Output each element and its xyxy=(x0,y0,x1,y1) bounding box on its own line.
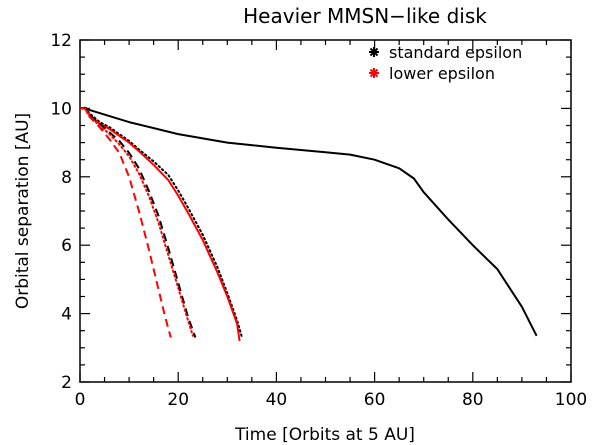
x-tick-label: 100 xyxy=(555,390,587,410)
y-axis-label: Orbital separation [AU] xyxy=(13,113,33,309)
y-tick-label: 2 xyxy=(61,373,72,393)
axis-ticks xyxy=(79,39,572,383)
series-line-1 xyxy=(79,107,243,339)
series-line-2 xyxy=(80,107,241,342)
series-line-5 xyxy=(80,107,172,338)
x-tick-labels: 0 20 40 60 80 100 xyxy=(75,390,588,410)
y-tick-label: 4 xyxy=(61,305,72,325)
y-tick-label: 12 xyxy=(50,31,72,51)
x-tick-label: 20 xyxy=(167,390,189,410)
plot-area xyxy=(79,39,572,383)
legend-label-1: lower epsilon xyxy=(389,64,495,83)
y-tick-label: 8 xyxy=(61,168,72,188)
y-tick-label: 10 xyxy=(50,99,72,119)
x-tick-label: 40 xyxy=(266,390,288,410)
x-tick-label: 60 xyxy=(364,390,386,410)
series-layer xyxy=(79,106,538,342)
x-tick-label: 0 xyxy=(75,390,86,410)
legend: standard epsilon lower epsilon xyxy=(369,43,522,83)
series-line-4 xyxy=(79,107,194,337)
x-axis-label: Time [Orbits at 5 AU] xyxy=(234,425,415,445)
chart-title: Heavier MMSN−like disk xyxy=(243,4,487,28)
legend-marker-1 xyxy=(369,68,379,78)
x-tick-label: 80 xyxy=(462,390,484,410)
series-line-0 xyxy=(79,106,538,337)
y-tick-label: 6 xyxy=(61,236,72,256)
legend-marker-0 xyxy=(369,47,379,57)
series-line-3 xyxy=(80,107,197,338)
y-tick-labels: 2 4 6 8 10 12 xyxy=(50,31,72,393)
legend-label-0: standard epsilon xyxy=(389,43,522,62)
